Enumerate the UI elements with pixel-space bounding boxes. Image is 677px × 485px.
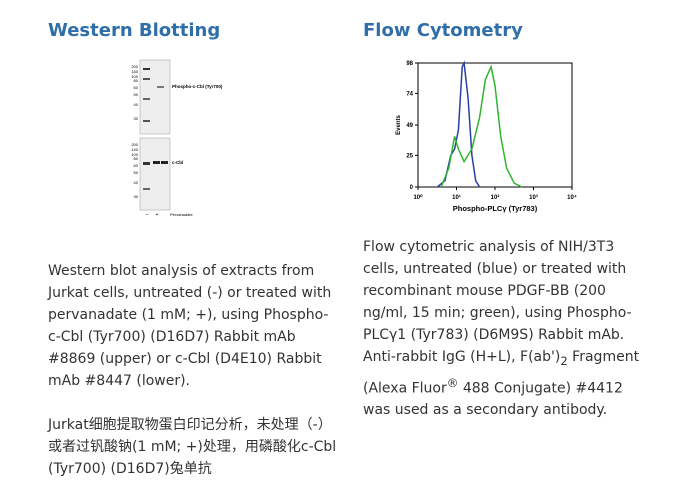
band [161, 161, 168, 164]
caption: Flow cytometric analysis of NIH/3T3 cell… [363, 236, 653, 421]
y-tick-label: 25 [406, 153, 413, 159]
x-tick-label: 10³ [529, 194, 538, 201]
marker-label: 60 [134, 163, 139, 168]
marker-label: 60 [134, 85, 139, 90]
marker-label: 50 [134, 170, 139, 175]
marker-label: 30 [134, 116, 139, 121]
lane-label: – [146, 212, 149, 218]
marker-label: 200 [131, 64, 138, 69]
marker-label: 80 [134, 156, 139, 161]
marker-label: 80 [134, 78, 139, 83]
band [143, 98, 150, 100]
blot-panel [139, 137, 171, 211]
subscript: 2 [560, 353, 568, 368]
plot-frame [417, 62, 573, 188]
x-tick-label: 10⁴ [567, 195, 577, 201]
treatment-label: Pervanadate [170, 212, 193, 217]
section-title: Flow Cytometry [363, 20, 523, 41]
band [143, 78, 150, 80]
section-title: Western Blotting [48, 20, 221, 41]
x-tick-label: 10¹ [452, 194, 461, 201]
band-label: Phospho-c-Cbl (Tyr700) [172, 84, 223, 89]
caption-text: Flow cytometric analysis of NIH/3T3 cell… [363, 239, 632, 365]
blot-panel [139, 59, 171, 135]
caption: Western blot analysis of extracts from J… [48, 263, 332, 389]
lane-label: + [156, 212, 159, 218]
x-tick-label: 10² [491, 194, 500, 201]
marker-label: 30 [134, 194, 139, 199]
western-blot: 20014010080605040302001401008060504030Ph… [131, 59, 223, 218]
band [153, 161, 160, 164]
histogram-line [440, 64, 523, 188]
superscript: ® [446, 375, 459, 390]
band-label: c-Cbl [172, 160, 183, 165]
y-tick-label: 98 [406, 61, 413, 67]
x-tick-label: 10⁰ [413, 194, 423, 201]
y-tick-label: 0 [410, 185, 414, 191]
marker-label: 50 [134, 92, 139, 97]
band [143, 68, 150, 70]
caption-text: Fragment (Alexa Fluor [363, 349, 640, 397]
marker-label: 100 [131, 152, 138, 157]
marker-label: 100 [131, 74, 138, 79]
band [143, 162, 150, 165]
marker-label: 140 [131, 147, 138, 152]
x-axis-label: Phospho-PLCγ (Tyr783) [453, 204, 538, 213]
y-tick-label: 74 [406, 91, 413, 97]
caption-text: 488 Conjugate) #4412 was used as a secon… [363, 380, 623, 419]
band [143, 120, 150, 122]
y-tick-label: 49 [406, 123, 413, 129]
band [157, 86, 164, 88]
flow-histogram: 0 25 49 74 98 10⁰ 10¹ 10² 10³ 10⁴ Events Phospho-PL… [396, 60, 577, 213]
caption-cn: Jurkat细胞提取物蛋白印记分析，未处理（-）或者过钒酸钠(1 mM; +)处… [48, 417, 337, 477]
marker-label: 40 [134, 180, 139, 185]
marker-label: 40 [134, 102, 139, 107]
histogram-line [436, 60, 481, 188]
marker-label: 200 [131, 142, 138, 147]
y-axis-label: Events [396, 115, 402, 135]
marker-label: 140 [131, 69, 138, 74]
band [143, 188, 150, 190]
